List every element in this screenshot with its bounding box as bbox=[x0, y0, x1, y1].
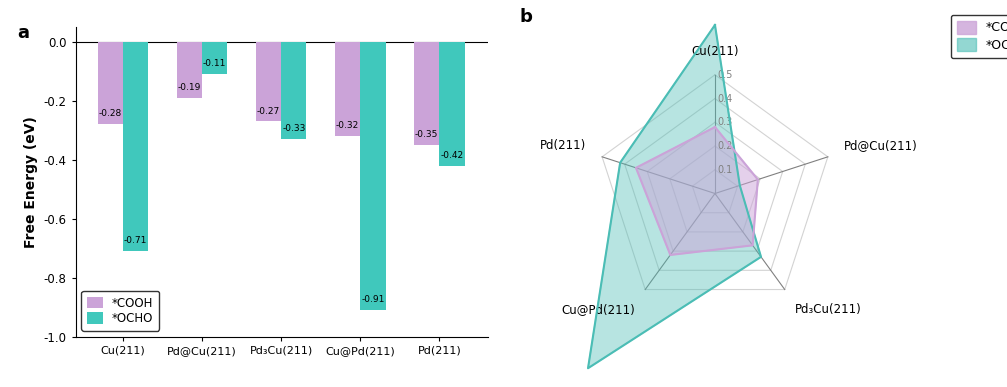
Text: a: a bbox=[18, 24, 30, 42]
Text: 0.2: 0.2 bbox=[717, 141, 733, 151]
Y-axis label: Free Energy (eV): Free Energy (eV) bbox=[24, 116, 38, 248]
Bar bbox=[202, 42, 228, 74]
Polygon shape bbox=[636, 127, 758, 255]
Legend: *COOH, *OCHO: *COOH, *OCHO bbox=[951, 15, 1007, 58]
Text: Pd(211): Pd(211) bbox=[540, 139, 586, 152]
Bar bbox=[439, 42, 464, 166]
Text: -0.11: -0.11 bbox=[203, 59, 227, 68]
Text: 0.3: 0.3 bbox=[717, 117, 733, 127]
Bar bbox=[335, 42, 361, 136]
Text: Cu@Pd(211): Cu@Pd(211) bbox=[562, 303, 635, 316]
Polygon shape bbox=[588, 25, 761, 368]
Bar bbox=[281, 42, 306, 139]
Text: Pd@Cu(211): Pd@Cu(211) bbox=[844, 139, 917, 152]
Text: -0.71: -0.71 bbox=[124, 236, 147, 245]
Text: -0.42: -0.42 bbox=[440, 151, 463, 160]
Bar bbox=[98, 42, 123, 124]
Text: -0.32: -0.32 bbox=[336, 121, 359, 130]
Text: 0.1: 0.1 bbox=[717, 165, 733, 175]
Text: -0.27: -0.27 bbox=[257, 106, 280, 116]
Text: -0.33: -0.33 bbox=[282, 124, 305, 133]
Text: -0.19: -0.19 bbox=[177, 83, 201, 92]
Text: Pd₃Cu(211): Pd₃Cu(211) bbox=[795, 303, 861, 316]
Text: 0.5: 0.5 bbox=[717, 70, 733, 80]
Bar bbox=[123, 42, 148, 251]
Bar bbox=[256, 42, 281, 122]
Text: -0.35: -0.35 bbox=[415, 130, 438, 139]
Text: Cu(211): Cu(211) bbox=[691, 45, 739, 58]
Text: 0.4: 0.4 bbox=[717, 94, 733, 104]
Legend: *COOH, *OCHO: *COOH, *OCHO bbox=[82, 291, 159, 331]
Text: -0.91: -0.91 bbox=[362, 295, 385, 304]
Bar bbox=[361, 42, 386, 310]
Text: b: b bbox=[520, 9, 532, 26]
Bar bbox=[414, 42, 439, 145]
Bar bbox=[177, 42, 202, 98]
Text: -0.28: -0.28 bbox=[99, 110, 122, 118]
